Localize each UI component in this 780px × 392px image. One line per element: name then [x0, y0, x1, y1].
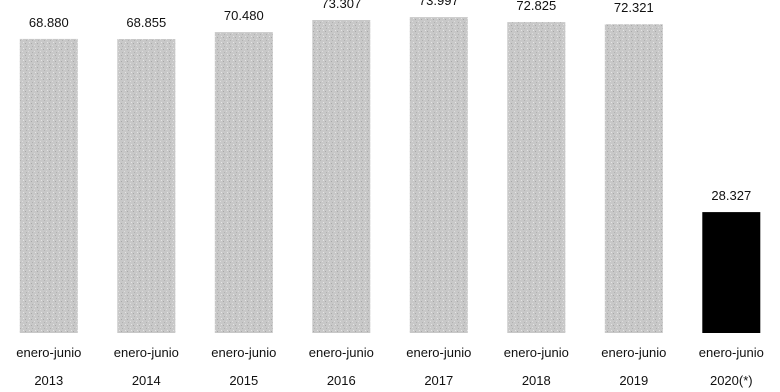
- category-label-period: enero-junio: [601, 345, 666, 360]
- category-label-period: enero-junio: [16, 345, 81, 360]
- bar-2014: [117, 39, 176, 333]
- value-label-2013: 68.880: [29, 15, 69, 30]
- value-label-2014: 68.855: [126, 15, 166, 30]
- category-label-year: 2020(*): [710, 373, 753, 388]
- category-label-year: 2015: [229, 373, 258, 388]
- value-label-2015: 70.480: [224, 8, 264, 23]
- category-label-period: enero-junio: [504, 345, 569, 360]
- category-label-period: enero-junio: [699, 345, 764, 360]
- bar-2020(*): [702, 212, 761, 333]
- bar-2013: [19, 38, 78, 334]
- bars-group: [19, 17, 761, 334]
- category-label-year: 2019: [619, 373, 648, 388]
- category-label-period: enero-junio: [211, 345, 276, 360]
- category-label-period: enero-junio: [309, 345, 374, 360]
- value-label-2017: 73.997: [419, 0, 459, 8]
- category-label-year: 2018: [522, 373, 551, 388]
- category-label-year: 2014: [132, 373, 161, 388]
- value-label-2019: 72.321: [614, 0, 654, 15]
- category-labels-group: enero-junio 2013 enero-junio 2014 enero-juni…: [16, 345, 764, 388]
- category-label-period: enero-junio: [114, 345, 179, 360]
- bar-2017: [409, 17, 468, 333]
- bar-2015: [214, 32, 273, 333]
- bar-2016: [312, 20, 371, 333]
- category-label-year: 2016: [327, 373, 356, 388]
- value-label-2018: 72.825: [516, 0, 556, 13]
- bar-2019: [604, 24, 663, 333]
- value-label-2016: 73.307: [321, 0, 361, 11]
- value-label-2020(*): 28.327: [711, 188, 751, 203]
- category-label-year: 2017: [424, 373, 453, 388]
- value-labels-group: 68.880 68.855 70.480 73.307 73.997 72.825 72.3…: [29, 0, 751, 203]
- category-label-year: 2013: [34, 373, 63, 388]
- bar-2018: [507, 22, 566, 333]
- category-label-period: enero-junio: [406, 345, 471, 360]
